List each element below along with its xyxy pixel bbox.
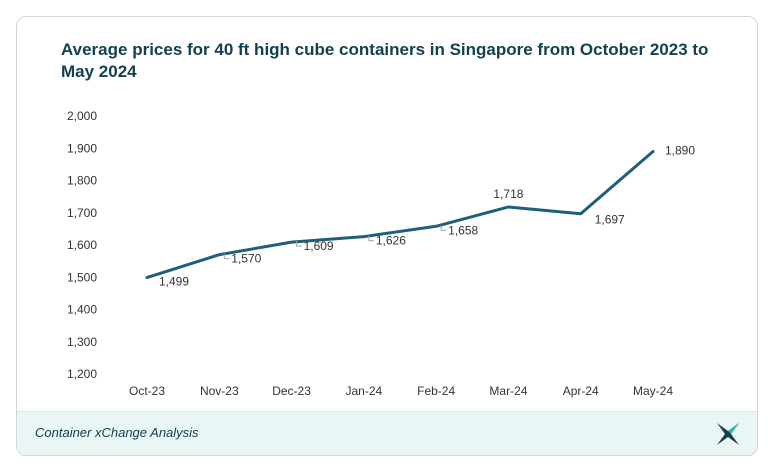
- x-tick-label: May-24: [633, 384, 673, 398]
- y-tick-label: 1,300: [67, 335, 97, 349]
- data-label: 1,718: [493, 187, 523, 201]
- source-text: Container xChange Analysis: [35, 425, 199, 440]
- y-tick-label: 1,500: [67, 270, 97, 284]
- y-tick-label: 1,900: [67, 141, 97, 155]
- x-tick-label: Apr-24: [563, 384, 599, 398]
- x-tick-label: Nov-23: [200, 384, 239, 398]
- data-label: 1,499: [159, 275, 189, 289]
- y-tick-label: 1,600: [67, 238, 97, 252]
- data-label-leader: [223, 253, 230, 260]
- data-label: 1,609: [304, 239, 334, 253]
- data-label: 1,570: [231, 252, 261, 266]
- footer: Container xChange Analysis: [17, 411, 757, 455]
- x-tick-label: Mar-24: [489, 384, 527, 398]
- data-label-leader: [368, 235, 374, 242]
- y-tick-label: 1,800: [67, 174, 97, 188]
- x-tick-label: Feb-24: [417, 384, 455, 398]
- series-line: [145, 149, 655, 280]
- y-tick-label: 1,700: [67, 206, 97, 220]
- data-label: 1,697: [595, 213, 625, 227]
- x-tick-label: Dec-23: [272, 384, 311, 398]
- x-tick-label: Oct-23: [129, 384, 165, 398]
- y-tick-label: 2,000: [67, 109, 97, 123]
- data-labels: 1,499 1,570 1,609 1,626 1,658 1,718 1,697 1,890: [159, 143, 695, 288]
- y-tick-label: 1,400: [67, 303, 97, 317]
- y-tick-label: 1,200: [67, 367, 97, 381]
- xchange-logo-icon: [717, 423, 739, 445]
- data-label: 1,658: [448, 223, 478, 237]
- data-label: 1,626: [376, 234, 406, 248]
- chart-card: Average prices for 40 ft high cube conta…: [16, 16, 758, 456]
- data-label-leader: [440, 225, 447, 231]
- y-axis: 1,200 1,300 1,400 1,500 1,600 1,700 1,800 1,900…: [67, 109, 97, 381]
- chart-title: Average prices for 40 ft high cube conta…: [61, 40, 709, 81]
- x-axis: Oct-23 Nov-23 Dec-23 Jan-24 Feb-24 Mar-24 Apr-…: [129, 384, 673, 398]
- series-group: [145, 149, 655, 280]
- x-tick-label: Jan-24: [346, 384, 383, 398]
- data-label: 1,890: [665, 143, 695, 157]
- data-label-leader: [296, 241, 302, 247]
- line-chart: 1,200 1,300 1,400 1,500 1,600 1,700 1,800 1,900…: [67, 109, 695, 398]
